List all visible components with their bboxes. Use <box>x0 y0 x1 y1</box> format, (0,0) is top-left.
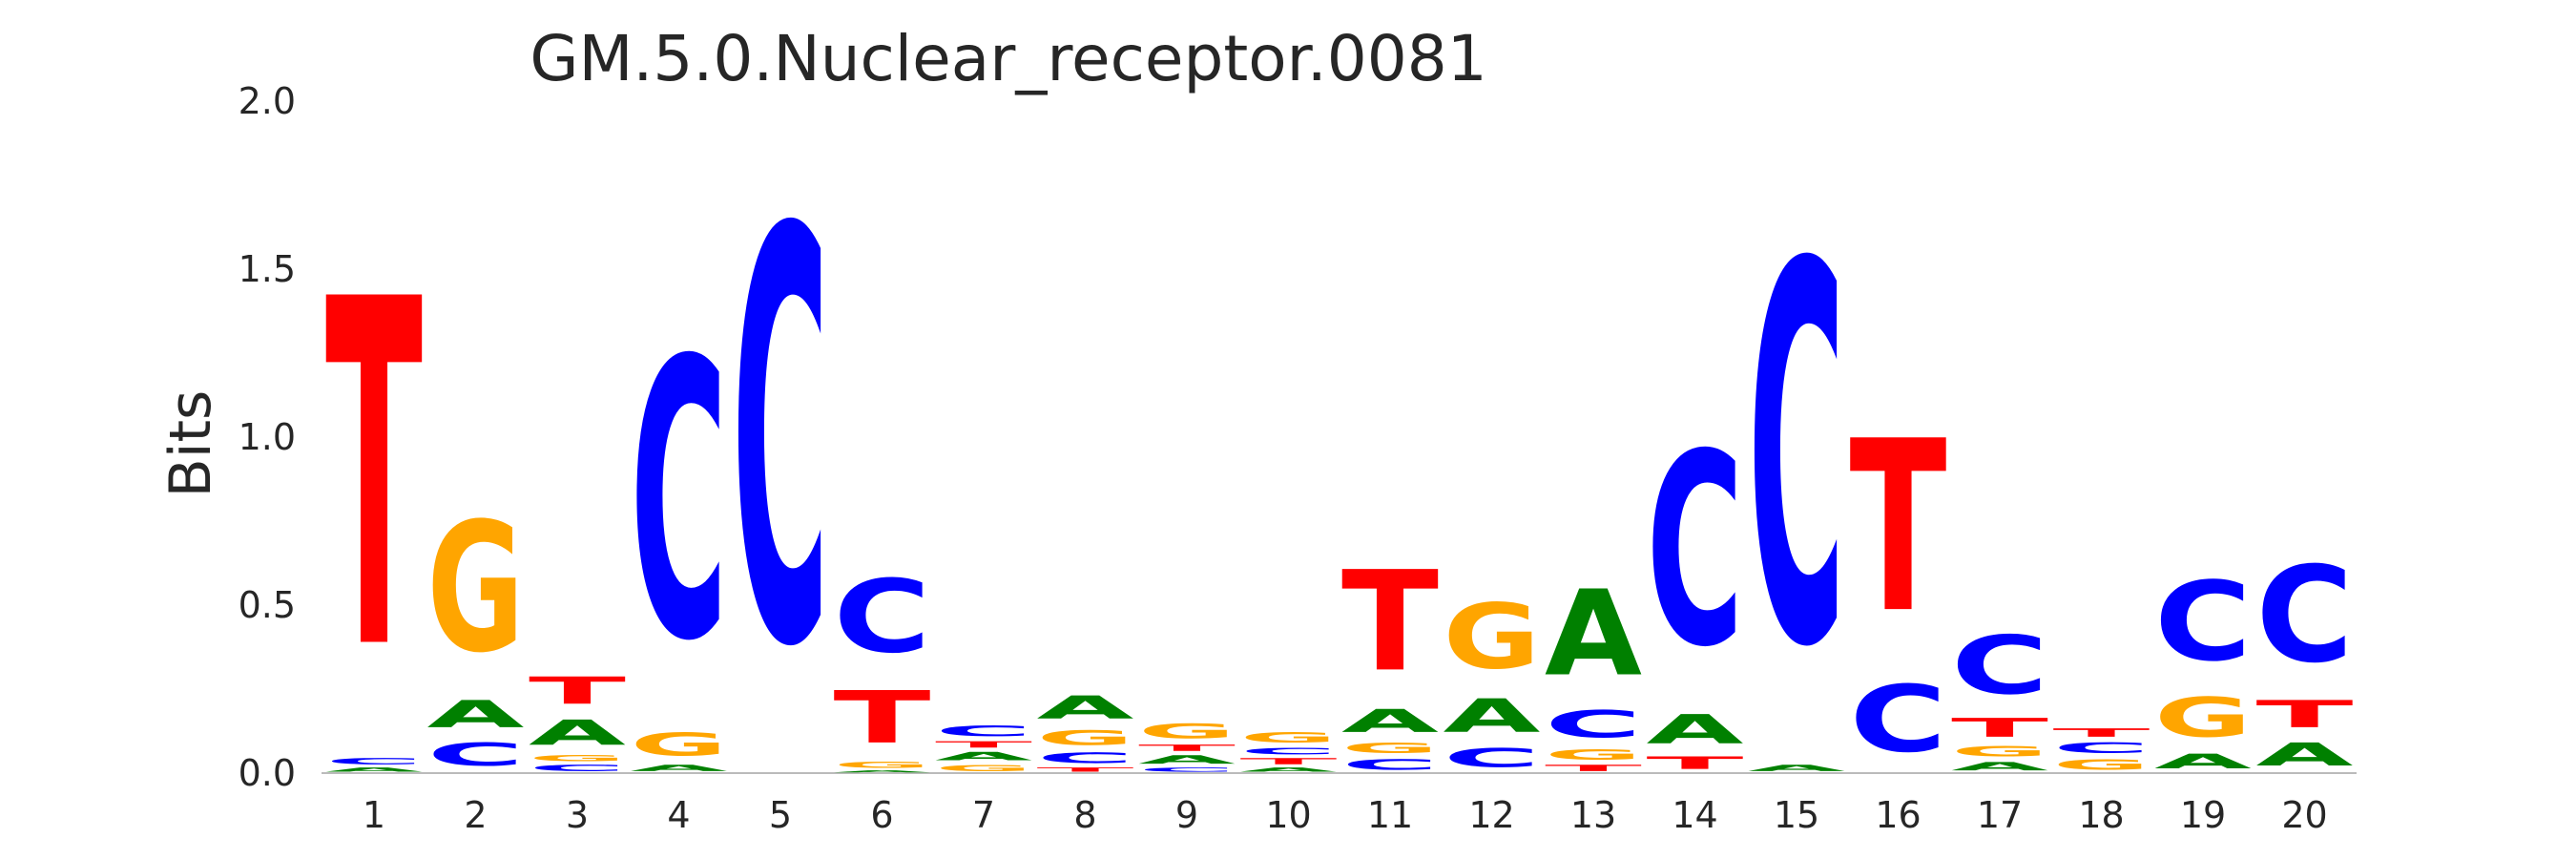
logo-letter-a: A <box>529 713 626 753</box>
logo-letter-a: A <box>1037 689 1134 726</box>
logo-letter-t: T <box>834 676 931 760</box>
logo-letter-a: A <box>834 769 931 773</box>
logo-letter-g: G <box>427 486 525 693</box>
chart-title: GM.5.0.Nuclear_receptor.0081 <box>530 22 1486 95</box>
logo-letter-a: A <box>2154 750 2252 774</box>
logo-letter-a: A <box>631 764 728 774</box>
logo-letter-t: T <box>325 199 424 754</box>
logo-letter-g: G <box>1444 585 1541 689</box>
logo-letter-c: C <box>1951 619 2048 713</box>
y-tick-label: 2.0 <box>239 80 296 122</box>
logo-letter-a: A <box>1951 760 2048 773</box>
logo-letter-t: T <box>1341 542 1439 702</box>
logo-letter-c: C <box>1545 702 1642 746</box>
y-axis-ticks: 0.0 0.5 1.0 1.5 2.0 <box>239 80 296 794</box>
logo-letter-c: C <box>935 723 1032 740</box>
x-tick-label: 16 <box>1875 794 1921 836</box>
logo-letter-c: C <box>2154 559 2252 686</box>
logo-letter-t: T <box>2256 693 2354 736</box>
logo-letter-g: G <box>2154 685 2252 749</box>
x-tick-label: 14 <box>1672 794 1717 836</box>
logo-letter-c: C <box>529 764 626 773</box>
logo-letter-t: T <box>1240 756 1338 765</box>
logo-letter-c: C <box>1748 156 1845 761</box>
logo-letter-g: G <box>2053 756 2150 773</box>
logo-letter-c: C <box>1850 666 1947 773</box>
logo-letter-t: T <box>2053 726 2150 740</box>
logo-letter-g: G <box>1341 740 1439 757</box>
logo-letter-a: A <box>1341 702 1439 740</box>
logo-letter-t: T <box>529 669 626 712</box>
logo-letter-c: C <box>1138 766 1236 773</box>
logo-letter-a: A <box>1748 764 1845 774</box>
logo-letter-c: C <box>2053 740 2150 757</box>
y-tick-label: 0.0 <box>239 752 296 794</box>
y-axis-label: Bits <box>157 390 224 498</box>
logo-letter-c: C <box>1444 743 1541 773</box>
x-tick-label: 5 <box>769 794 792 836</box>
x-tick-label: 11 <box>1367 794 1413 836</box>
logo-letter-g: G <box>1037 726 1134 750</box>
x-tick-label: 12 <box>1468 794 1514 836</box>
logo-letter-c: C <box>1341 757 1439 774</box>
x-tick-label: 15 <box>1774 794 1819 836</box>
logo-letter-a: A <box>1444 690 1541 744</box>
logo-letter-t: T <box>935 740 1032 749</box>
logo-letter-c: C <box>1240 746 1338 756</box>
y-tick-label: 1.0 <box>239 416 296 458</box>
x-tick-label: 20 <box>2281 794 2327 836</box>
logo-letter-a: A <box>935 749 1032 763</box>
logo-letter-c: C <box>1647 398 1744 705</box>
logo-letter-t: T <box>1545 763 1642 772</box>
logo-letter-g: G <box>631 726 728 763</box>
logo-letter-c: C <box>834 559 931 676</box>
x-tick-label: 13 <box>1570 794 1616 836</box>
x-tick-label: 17 <box>1977 794 2023 836</box>
logo-letter-a: A <box>1647 706 1744 753</box>
x-tick-label: 1 <box>363 794 385 836</box>
logo-letter-t: T <box>1037 766 1134 773</box>
logo-letter-c: C <box>325 757 423 766</box>
y-tick-label: 1.5 <box>239 248 296 290</box>
x-tick-label: 18 <box>2078 794 2124 836</box>
x-axis-ticks: 1 2 3 4 5 6 7 8 9 10 11 12 13 14 15 16 17 18 19 20 <box>363 794 2328 836</box>
logo-letter-t: T <box>1951 713 2048 744</box>
logo-letter-g: G <box>935 763 1032 773</box>
x-tick-label: 3 <box>566 794 589 836</box>
logo-letter-a: A <box>325 766 423 773</box>
logo-letter-t: T <box>1647 753 1744 773</box>
logo-letter-c: C <box>631 280 728 724</box>
logo-letter-g: G <box>834 760 931 770</box>
logo-letter-g: G <box>1240 729 1338 746</box>
logo-letter-t: T <box>1138 743 1236 752</box>
logo-letter-g: G <box>1545 746 1642 764</box>
x-tick-label: 19 <box>2180 794 2226 836</box>
logo-letter-g: G <box>1138 720 1236 744</box>
logo-letter-a: A <box>2256 736 2354 773</box>
x-tick-label: 7 <box>972 794 995 836</box>
logo-letter-t: T <box>1850 392 1947 666</box>
x-tick-label: 6 <box>870 794 893 836</box>
logo-letter-c: C <box>732 112 829 771</box>
logo-letter-c: C <box>2256 538 2354 693</box>
logo-letter-a: A <box>1138 753 1236 766</box>
logo-letter-c: C <box>427 736 525 773</box>
logo-letter-g: G <box>529 753 626 764</box>
logo-letter-a: A <box>427 693 525 736</box>
x-tick-label: 9 <box>1175 794 1198 836</box>
x-tick-label: 10 <box>1265 794 1311 836</box>
x-tick-label: 8 <box>1073 794 1096 836</box>
logo-letter-g: G <box>1951 743 2048 760</box>
logo-letter-c: C <box>1037 750 1134 767</box>
x-tick-label: 2 <box>464 794 487 836</box>
y-tick-label: 0.5 <box>239 584 296 626</box>
logo-letter-a: A <box>1240 766 1338 773</box>
x-tick-label: 4 <box>667 794 690 836</box>
logo-letter-a: A <box>1545 566 1642 702</box>
